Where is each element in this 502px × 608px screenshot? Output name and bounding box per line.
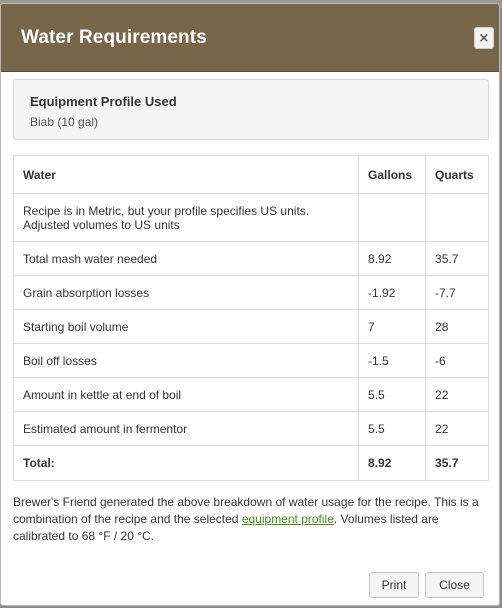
row-gallons: 5.5	[358, 377, 427, 412]
dialog-header: Water Requirements ×	[1, 4, 499, 72]
row-label: Starting boil volume	[12, 309, 360, 344]
units-note-line1: Recipe is in Metric, but your profile sp…	[23, 203, 310, 218]
row-label: Grain absorption losses	[12, 275, 360, 310]
table-row: Amount in kettle at end of boil 5.5 22	[12, 377, 489, 412]
equipment-profile-box: Equipment Profile Used Biab (10 gal)	[13, 79, 489, 140]
row-gallons: 7	[358, 309, 427, 344]
row-quarts: 22	[425, 411, 489, 446]
total-row: Total: 8.92 35.7	[12, 445, 489, 481]
units-note-line2: Adjusted volumes to US units	[23, 217, 180, 232]
close-button[interactable]: Close	[425, 572, 484, 598]
table-row: Boil off losses -1.5 -6	[12, 343, 489, 378]
equipment-profile-title: Equipment Profile Used	[30, 94, 177, 109]
column-header-gallons: Gallons	[358, 155, 427, 194]
column-header-quarts: Quarts	[425, 155, 489, 194]
column-header-water: Water	[12, 155, 360, 194]
equipment-profile-value: Biab (10 gal)	[30, 115, 99, 129]
row-gallons: -1.92	[358, 275, 427, 310]
total-label: Total:	[12, 445, 360, 481]
empty-cell	[425, 193, 489, 242]
equipment-profile-link[interactable]: equipment profile	[241, 512, 334, 526]
row-label: Boil off losses	[12, 343, 360, 378]
table-row: Total mash water needed 8.92 35.7	[12, 241, 489, 276]
total-gallons: 8.92	[358, 445, 427, 481]
row-quarts: -7.7	[425, 275, 489, 310]
units-note-cell: Recipe is in Metric, but your profile sp…	[12, 193, 360, 242]
table-row: Starting boil volume 7 28	[12, 309, 489, 344]
row-label: Amount in kettle at end of boil	[12, 377, 360, 412]
water-requirements-dialog: Water Requirements × Equipment Profile U…	[0, 3, 500, 606]
row-gallons: 8.92	[358, 241, 427, 276]
row-quarts: 22	[425, 377, 489, 412]
row-gallons: -1.5	[358, 343, 427, 378]
table-row: Estimated amount in fermentor 5.5 22	[12, 411, 489, 446]
total-quarts: 35.7	[425, 445, 489, 481]
row-label: Estimated amount in fermentor	[12, 411, 360, 446]
table-header-row: Water Gallons Quarts	[12, 155, 489, 194]
row-gallons: 5.5	[358, 411, 427, 446]
footnote: Brewer's Friend generated the above brea…	[13, 494, 491, 545]
empty-cell	[358, 193, 427, 242]
footnote-text-start: Brewer's Friend generated the above brea…	[13, 495, 479, 526]
footnote-text-end: . Volumes listed are calibrated to 68 °F…	[13, 512, 439, 543]
row-quarts: 35.7	[425, 241, 489, 276]
dialog-title: Water Requirements	[21, 27, 207, 48]
row-label: Total mash water needed	[12, 241, 360, 276]
print-button[interactable]: Print	[369, 572, 419, 598]
water-table: Water Gallons Quarts Recipe is in Metric…	[12, 155, 489, 481]
table-row: Grain absorption losses -1.92 -7.7	[12, 275, 489, 310]
close-icon[interactable]: ×	[474, 27, 494, 49]
units-note-row: Recipe is in Metric, but your profile sp…	[12, 193, 489, 242]
row-quarts: 28	[425, 309, 489, 344]
row-quarts: -6	[425, 343, 489, 378]
